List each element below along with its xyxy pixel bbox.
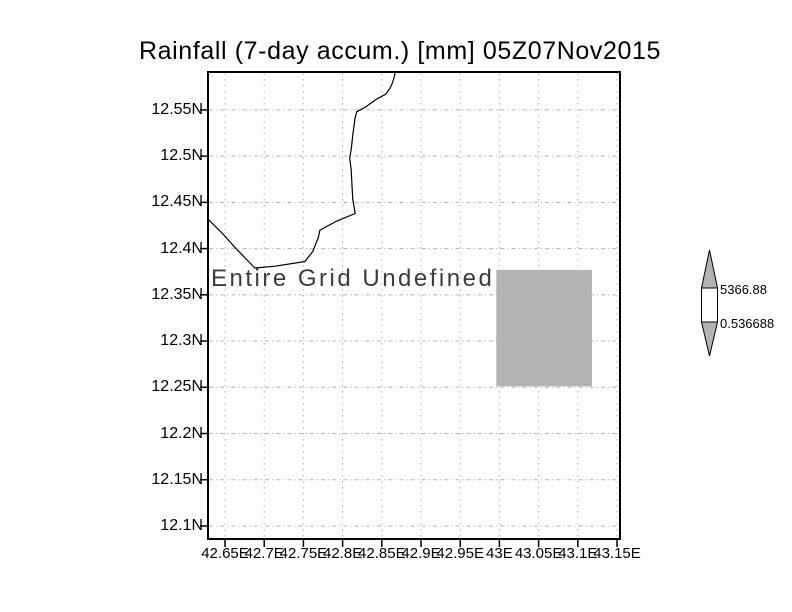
y-axis-tick-label: 12.15N <box>151 470 203 488</box>
colorbar-top-arrow <box>700 249 719 289</box>
undefined-region <box>496 269 592 387</box>
x-axis-tick-label: 42.7E <box>244 545 284 562</box>
x-axis-tick-label: 42.85E <box>358 545 406 562</box>
coastline-path <box>208 72 396 269</box>
y-axis-tick-label: 12.1N <box>160 516 203 534</box>
x-axis-tick-label: 42.75E <box>279 545 328 562</box>
y-axis-tick-label: 12.35N <box>151 285 203 303</box>
x-axis-tick-label: 42.8E <box>323 545 363 562</box>
x-axis-tick-label: 42.65E <box>201 545 249 562</box>
y-axis-tick-label: 12.5N <box>160 147 203 165</box>
undefined-grid-annotation: Entire Grid Undefined <box>211 265 495 292</box>
y-axis-tick-label: 12.25N <box>151 378 203 396</box>
chart-title: Rainfall (7-day accum.) [mm] 05Z07Nov201… <box>139 37 662 65</box>
x-axis-tick-label: 43.15E <box>593 545 641 562</box>
colorbar-max-label: 5366.88 <box>720 282 767 297</box>
y-axis-tick-label: 12.4N <box>160 239 203 257</box>
x-axis-tick-label: 42.9E <box>401 545 441 562</box>
y-axis-tick-label: 12.3N <box>160 332 203 350</box>
y-axis-tick-label: 12.2N <box>160 424 203 442</box>
x-axis-tick-label: 43.1E <box>558 545 598 562</box>
x-axis-tick-label: 42.95E <box>436 545 484 562</box>
colorbar-min-label: 0.536688 <box>720 316 775 331</box>
y-axis-tick-label: 12.55N <box>151 100 203 118</box>
x-axis-tick-label: 43.05E <box>514 545 563 562</box>
colorbar-band <box>701 287 718 323</box>
plot-frame <box>207 71 621 540</box>
y-axis-tick-label: 12.45N <box>151 193 203 211</box>
x-axis-tick-label: 43E <box>486 545 513 562</box>
colorbar-bottom-arrow <box>700 321 719 357</box>
